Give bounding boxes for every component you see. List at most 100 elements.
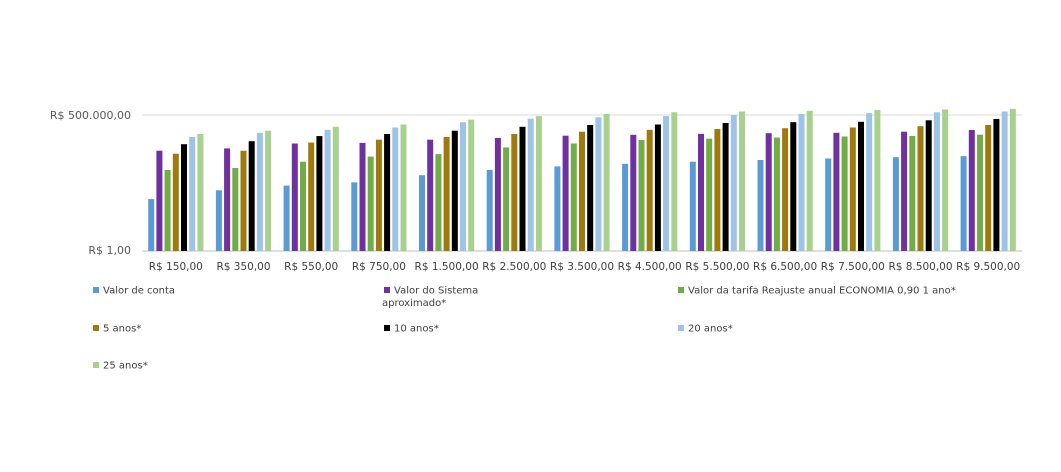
bar-3-series-1 (283, 185, 290, 251)
bar-7-series-5 (587, 125, 594, 251)
bar-5-series-3 (435, 154, 442, 251)
bar-2-series-1 (215, 190, 222, 251)
bar-9-series-5 (722, 123, 729, 251)
bar-10-series-7 (806, 110, 813, 251)
bar-6-series-1 (486, 169, 493, 251)
bar-11-series-1 (825, 158, 832, 251)
bar-9-series-1 (689, 161, 696, 251)
bar-7-series-2 (562, 135, 569, 251)
bar-6-series-6 (527, 118, 534, 251)
bar-11-series-4 (849, 127, 856, 251)
bar-1-series-1 (148, 199, 155, 251)
bar-8-series-5 (654, 124, 661, 251)
category-label: R$ 150,00 (149, 261, 203, 273)
bar-11-series-7 (874, 110, 881, 251)
bar-4-series-3 (367, 156, 374, 251)
bar-13-series-1 (960, 156, 967, 251)
bar-6-series-2 (494, 137, 501, 251)
bar-2-series-2 (224, 148, 231, 251)
category-label: R$ 550,00 (284, 261, 338, 273)
bar-3-series-5 (316, 136, 323, 251)
category-label: R$ 8.500,00 (888, 261, 952, 273)
bar-2-series-3 (232, 168, 239, 251)
bar-6-series-7 (535, 116, 542, 251)
bar-2-series-7 (265, 130, 272, 251)
bar-9-series-7 (739, 111, 745, 251)
legend: Valor de conta Valor do Sistemaaproximado… (93, 286, 956, 372)
bar-11-series-6 (866, 113, 873, 251)
bar-5-series-1 (419, 175, 425, 251)
category-label: R$ 7.500,00 (821, 261, 885, 273)
bar-12-series-5 (925, 120, 932, 251)
bar-5-series-5 (451, 130, 458, 251)
bar-4-series-6 (392, 127, 399, 251)
legend-label: 25 anos* (103, 361, 148, 372)
bar-13-series-6 (1001, 111, 1008, 251)
bar-7-series-7 (603, 114, 610, 251)
bar-11-series-5 (858, 121, 864, 251)
bar-13-series-3 (977, 134, 983, 251)
bar-4-series-4 (375, 139, 382, 251)
category-label: R$ 3.500,00 (550, 261, 614, 273)
bar-13-series-7 (1009, 108, 1016, 252)
bar-6-series-5 (519, 126, 526, 251)
bar-5-series-6 (460, 122, 466, 251)
category-label: R$ 6.500,00 (753, 261, 817, 273)
bar-1-series-4 (172, 153, 179, 251)
legend-label: 10 anos* (394, 324, 439, 335)
bar-11-series-3 (841, 136, 848, 251)
category-label: R$ 2.500,00 (482, 261, 546, 273)
bar-10-series-3 (773, 137, 780, 251)
bar-1-series-2 (156, 150, 163, 251)
bar-5-series-2 (427, 139, 434, 251)
bar-8-series-1 (622, 163, 629, 251)
bar-1-series-6 (189, 137, 196, 251)
bar-6-series-3 (503, 147, 510, 251)
bar-12-series-3 (909, 136, 916, 251)
legend-swatch (93, 287, 99, 293)
legend-label: Valor de conta (103, 286, 175, 297)
bar-13-series-2 (968, 130, 975, 251)
bar-10-series-2 (765, 133, 772, 251)
bar-12-series-7 (942, 109, 949, 251)
y-tick-label-top: R$ 500.000,00 (50, 109, 131, 122)
bar-12-series-2 (901, 131, 908, 251)
category-label: R$ 1.500,00 (415, 261, 479, 273)
bar-9-series-4 (714, 129, 721, 251)
category-label: R$ 5.500,00 (685, 261, 749, 273)
legend-swatch (678, 325, 684, 331)
bar-3-series-7 (332, 126, 339, 251)
bar-11-series-2 (833, 132, 840, 251)
bar-2-series-5 (248, 141, 255, 251)
category-label: R$ 9.500,00 (956, 261, 1020, 273)
legend-label: 5 anos* (103, 324, 141, 335)
bar-1-series-3 (164, 169, 171, 251)
bar-2-series-6 (256, 132, 263, 251)
bar-3-series-2 (291, 143, 298, 251)
bar-7-series-6 (595, 117, 602, 251)
legend-label: Valor da tarifa Reajuste anual ECONOMIA … (688, 286, 956, 297)
bar-12-series-4 (917, 126, 924, 251)
bar-4-series-5 (384, 134, 391, 251)
bar-5-series-7 (468, 119, 475, 251)
category-label: R$ 750,00 (352, 261, 406, 273)
bar-4-series-2 (359, 142, 366, 251)
bar-7-series-4 (579, 131, 585, 251)
legend-swatch (384, 325, 390, 331)
bar-6-series-4 (511, 134, 518, 251)
bar-9-series-2 (698, 133, 704, 251)
bar-12-series-1 (892, 157, 899, 251)
legend-label: Valor do Sistema (394, 286, 478, 297)
legend-swatch (384, 287, 390, 293)
bar-4-series-7 (400, 124, 407, 251)
category-label: R$ 4.500,00 (618, 261, 682, 273)
legend-label: 20 anos* (688, 324, 733, 335)
bar-1-series-5 (181, 144, 187, 251)
legend-swatch (678, 287, 684, 293)
bar-1-series-7 (197, 134, 204, 251)
bar-13-series-5 (993, 119, 1000, 251)
bar-5-series-4 (443, 137, 450, 251)
bar-10-series-1 (757, 160, 764, 251)
y-tick-label-bottom: R$ 1,00 (88, 244, 131, 257)
